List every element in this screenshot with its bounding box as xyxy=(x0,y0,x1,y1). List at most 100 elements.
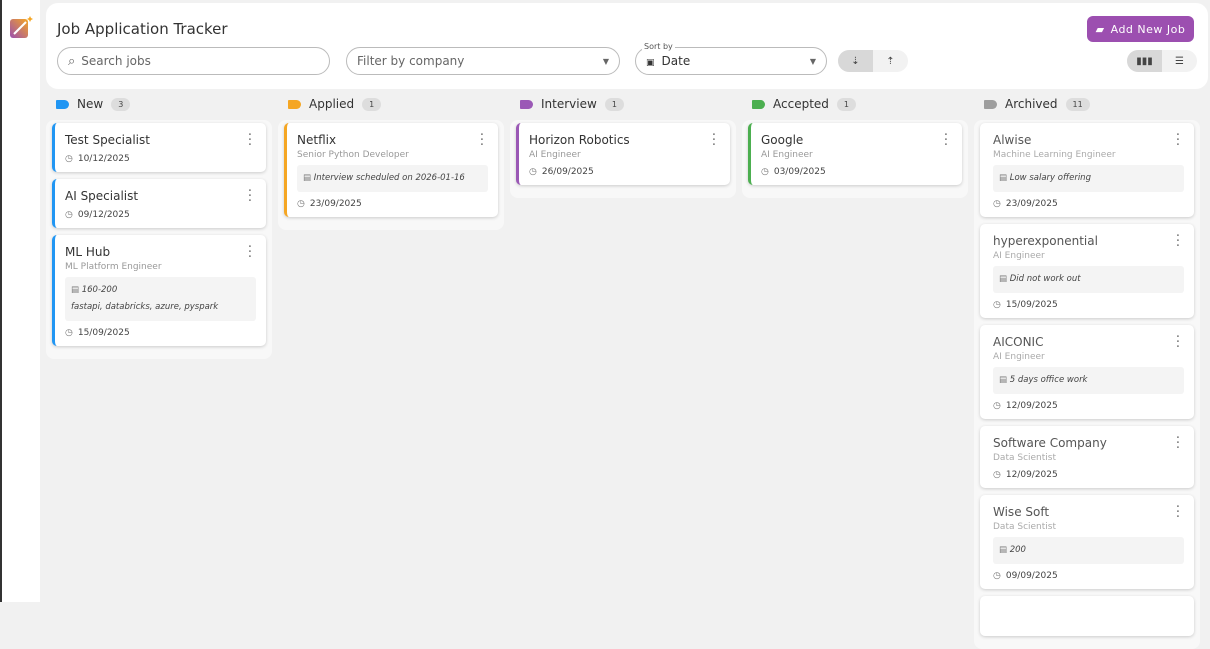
company-name: Netflix xyxy=(297,133,337,147)
briefcase-plus-icon: ▰ xyxy=(1095,22,1105,36)
job-card[interactable]: ML Hub ML Platform Engineer ▤ 160-200 fasta… xyxy=(52,235,266,346)
job-role: Data Scientist xyxy=(993,453,1056,463)
job-card[interactable]: hyperexponential AI Engineer ▤ Did not wor… xyxy=(980,224,1194,318)
clock-icon: ◷ xyxy=(65,154,73,164)
column-applied: Applied 1 Netflix Senior Python Developer ▤… xyxy=(278,94,504,230)
company-name: AICONIC xyxy=(993,335,1044,349)
more-options-icon[interactable]: · · · xyxy=(247,128,253,153)
more-options-icon[interactable]: · · · xyxy=(1175,431,1181,456)
note-icon: ▤ xyxy=(71,285,82,295)
list-view-icon[interactable]: ☰ xyxy=(1175,55,1184,67)
job-notes: ▤ 160-200 fastapi, databricks, azure, pys… xyxy=(65,277,256,321)
more-options-icon[interactable]: · · · xyxy=(1175,229,1181,254)
app-logo-icon xyxy=(10,16,33,38)
column-interview: Interview 1 Horizon Robotics AI Engineer ◷ 2… xyxy=(510,94,736,198)
column-cards: Netflix Senior Python Developer ▤ Intervie… xyxy=(278,120,504,230)
sort-descending-button[interactable]: ⇣ xyxy=(838,50,873,72)
count-badge: 11 xyxy=(1065,97,1090,111)
search-input[interactable]: ⌕ Search jobs xyxy=(57,47,330,75)
page-title: Job Application Tracker xyxy=(57,20,228,38)
job-card[interactable]: Horizon Robotics AI Engineer ◷ 26/09/2025 ·… xyxy=(516,123,730,185)
job-role: AI Engineer xyxy=(529,150,581,160)
job-card[interactable]: AICONIC AI Engineer ▤ 5 days office work ◷ 1… xyxy=(980,325,1194,419)
company-name: Test Specialist xyxy=(65,133,150,147)
column-new: New 3 Test Specialist ◷ 10/12/2025 · · · AI S… xyxy=(46,94,272,359)
sort-ascending-button[interactable]: ⇡ xyxy=(886,55,895,67)
count-badge: 3 xyxy=(111,97,131,111)
job-date: ◷ 03/09/2025 xyxy=(761,167,826,177)
job-card[interactable]: Netflix Senior Python Developer ▤ Intervie… xyxy=(284,123,498,217)
clock-icon: ◷ xyxy=(993,571,1001,581)
chevron-down-icon: ▼ xyxy=(602,56,609,66)
column-cards: Alwise Machine Learning Engineer ▤ Low sal… xyxy=(974,120,1200,649)
label-tag-icon xyxy=(984,99,997,109)
company-name: Wise Soft xyxy=(993,505,1050,519)
job-role: ML Platform Engineer xyxy=(65,262,162,272)
company-filter-select[interactable]: Filter by company ▼ xyxy=(346,47,620,75)
more-options-icon[interactable]: · · · xyxy=(479,128,485,153)
job-role: AI Engineer xyxy=(993,352,1045,362)
job-date: ◷ 10/12/2025 xyxy=(65,154,130,164)
board-view-icon[interactable]: ▮▮▮ xyxy=(1127,50,1162,72)
calendar-icon: ▣ xyxy=(646,58,655,68)
clock-icon: ◷ xyxy=(993,401,1001,411)
job-card[interactable] xyxy=(980,596,1194,636)
job-date: ◷ 15/09/2025 xyxy=(993,300,1058,310)
job-date: ◷ 26/09/2025 xyxy=(529,167,594,177)
label-tag-icon xyxy=(288,99,301,109)
clock-icon: ◷ xyxy=(993,199,1001,209)
sort-order-toggle[interactable]: ⇣ ⇡ xyxy=(838,50,908,72)
note-icon: ▤ xyxy=(999,274,1010,284)
more-options-icon[interactable]: · · · xyxy=(247,240,253,265)
column-cards: Google AI Engineer ◷ 03/09/2025 · · · xyxy=(742,120,968,198)
job-date: ◷ 23/09/2025 xyxy=(993,199,1058,209)
job-notes: ▤ Low salary offering xyxy=(993,165,1184,192)
company-name: AI Specialist xyxy=(65,189,139,203)
add-new-job-button[interactable]: ▰ Add New Job xyxy=(1087,16,1194,42)
more-options-icon[interactable]: · · · xyxy=(943,128,949,153)
job-notes: ▤ 200 xyxy=(993,537,1184,564)
more-options-icon[interactable]: · · · xyxy=(1175,500,1181,525)
more-options-icon[interactable]: · · · xyxy=(1175,128,1181,153)
job-role: Machine Learning Engineer xyxy=(993,150,1116,160)
column-archived: Archived 11 Alwise Machine Learning Engine… xyxy=(974,94,1200,649)
company-name: Google xyxy=(761,133,804,147)
view-toggle[interactable]: ▮▮▮ ☰ xyxy=(1127,50,1197,72)
more-options-icon[interactable]: · · · xyxy=(1175,330,1181,355)
note-icon: ▤ xyxy=(999,173,1010,183)
company-name: Horizon Robotics xyxy=(529,133,630,147)
company-name: hyperexponential xyxy=(993,234,1098,248)
job-card[interactable]: AI Specialist ◷ 09/12/2025 · · · xyxy=(52,179,266,228)
clock-icon: ◷ xyxy=(993,470,1001,480)
note-icon: ▤ xyxy=(999,375,1010,385)
label-tag-icon xyxy=(56,99,69,109)
job-date: ◷ 23/09/2025 xyxy=(297,199,362,209)
job-role: AI Engineer xyxy=(761,150,813,160)
job-card[interactable]: Google AI Engineer ◷ 03/09/2025 · · · xyxy=(748,123,962,185)
job-role: Data Scientist xyxy=(993,522,1056,532)
sort-by-select[interactable]: Sort by ▣ Date ▼ xyxy=(635,42,827,75)
more-options-icon[interactable]: · · · xyxy=(711,128,717,153)
job-card[interactable]: Test Specialist ◷ 10/12/2025 · · · xyxy=(52,123,266,172)
company-name: ML Hub xyxy=(65,245,111,259)
more-options-icon[interactable]: · · · xyxy=(247,184,253,209)
header: Job Application Tracker ⌕ Search jobs Fil… xyxy=(46,3,1208,89)
clock-icon: ◷ xyxy=(65,210,73,220)
job-card[interactable]: Alwise Machine Learning Engineer ▤ Low sal… xyxy=(980,123,1194,217)
job-role: Senior Python Developer xyxy=(297,150,409,160)
count-badge: 1 xyxy=(836,97,856,111)
job-card[interactable]: Software Company Data Scientist ◷ 12/09/202… xyxy=(980,426,1194,488)
job-card[interactable]: Wise Soft Data Scientist ▤ 200 ◷ 09/09/2025 … xyxy=(980,495,1194,589)
column-header: Applied 1 xyxy=(278,94,504,114)
job-notes: ▤ 5 days office work xyxy=(993,367,1184,394)
job-date: ◷ 15/09/2025 xyxy=(65,328,130,338)
column-header: Interview 1 xyxy=(510,94,736,114)
job-role: AI Engineer xyxy=(993,251,1045,261)
clock-icon: ◷ xyxy=(761,167,769,177)
clock-icon: ◷ xyxy=(529,167,537,177)
column-header: Accepted 1 xyxy=(742,94,968,114)
job-date: ◷ 12/09/2025 xyxy=(993,401,1058,411)
left-rail xyxy=(0,0,40,602)
count-badge: 1 xyxy=(604,97,624,111)
clock-icon: ◷ xyxy=(65,328,73,338)
